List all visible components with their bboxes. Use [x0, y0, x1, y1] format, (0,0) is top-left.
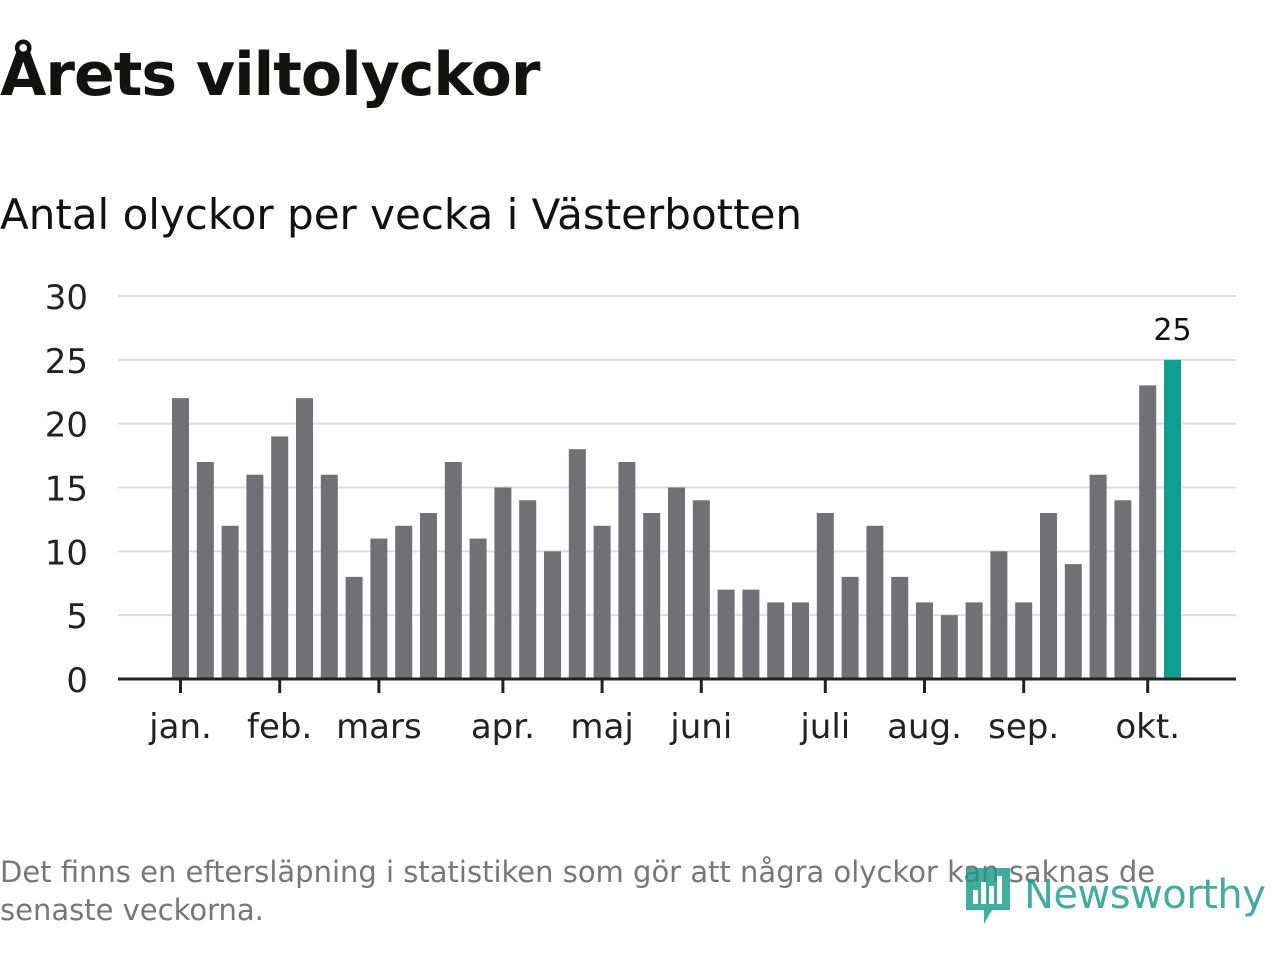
- bar: [618, 461, 636, 679]
- chart-title: Årets viltolyckor: [0, 40, 540, 110]
- bar: [568, 449, 586, 679]
- bar: [519, 500, 537, 679]
- bar: [940, 615, 958, 679]
- bar: [1015, 602, 1033, 679]
- y-tick-label: 0: [66, 661, 88, 701]
- y-tick-label: 20: [45, 406, 88, 446]
- bar: [494, 487, 512, 679]
- y-tick-label: 30: [45, 278, 88, 318]
- bar-chart: 0 5 10 15 20 25 30 jan. feb. mars apr. maj juni juli…: [45, 278, 1236, 747]
- y-tick-label: 10: [45, 533, 88, 573]
- x-tick-label: mars: [336, 707, 422, 747]
- bar: [172, 398, 189, 679]
- bar: [742, 589, 760, 679]
- x-tick-label: maj: [570, 707, 633, 747]
- bar: [196, 461, 214, 679]
- bar: [643, 513, 661, 679]
- bar: [469, 538, 487, 679]
- bar: [246, 474, 264, 679]
- bar: [841, 576, 859, 679]
- bar: [692, 500, 710, 679]
- bar: [593, 525, 611, 679]
- bar: [816, 513, 834, 679]
- bar-highlight: [1164, 359, 1181, 679]
- x-tick-label: juni: [669, 707, 732, 747]
- bar: [271, 436, 289, 679]
- bar: [916, 602, 933, 679]
- newsworthy-logo-icon: [966, 868, 1010, 924]
- bar: [370, 538, 388, 679]
- bar: [420, 513, 437, 679]
- bar: [717, 589, 735, 679]
- bar: [221, 525, 239, 679]
- bar: [792, 602, 809, 679]
- y-axis-ticks: 0 5 10 15 20 25 30: [45, 278, 88, 701]
- bar: [866, 525, 884, 679]
- footnote: Det finns en eftersläpning i statistiken…: [0, 855, 1156, 927]
- newsworthy-logo-text: Newsworthy: [1024, 872, 1266, 918]
- y-tick-label: 15: [45, 470, 88, 510]
- x-tick-label: apr.: [471, 707, 535, 747]
- bars: [172, 359, 1181, 679]
- x-tick-label: aug.: [887, 707, 962, 747]
- bar: [544, 551, 561, 679]
- x-tick-label: juli: [799, 707, 850, 747]
- chart-subtitle: Antal olyckor per vecka i Västerbotten: [0, 190, 803, 239]
- x-tick-label: jan.: [148, 707, 212, 747]
- bar: [320, 474, 338, 679]
- bar: [1114, 500, 1132, 679]
- newsworthy-logo: Newsworthy: [962, 860, 1266, 930]
- bar: [1040, 513, 1057, 679]
- x-tick-label: sep.: [988, 707, 1059, 747]
- y-tick-label: 25: [45, 342, 88, 382]
- bar: [1064, 564, 1082, 679]
- bar: [444, 461, 462, 679]
- bar: [296, 398, 313, 679]
- bar: [990, 551, 1008, 679]
- bar: [965, 602, 983, 679]
- bar: [1089, 474, 1107, 679]
- data-labels: 25: [1153, 313, 1191, 348]
- data-label-highlight: 25: [1153, 313, 1191, 348]
- bar: [668, 487, 685, 679]
- x-tick-label: okt.: [1115, 707, 1180, 747]
- bar: [395, 525, 413, 679]
- x-axis-ticks: jan. feb. mars apr. maj juni juli aug. sep. okt.: [148, 679, 1180, 747]
- bar: [891, 576, 909, 679]
- x-tick-label: feb.: [247, 707, 312, 747]
- bar: [1139, 385, 1157, 679]
- bar: [345, 576, 363, 679]
- bar: [767, 602, 785, 679]
- y-tick-label: 5: [66, 597, 88, 637]
